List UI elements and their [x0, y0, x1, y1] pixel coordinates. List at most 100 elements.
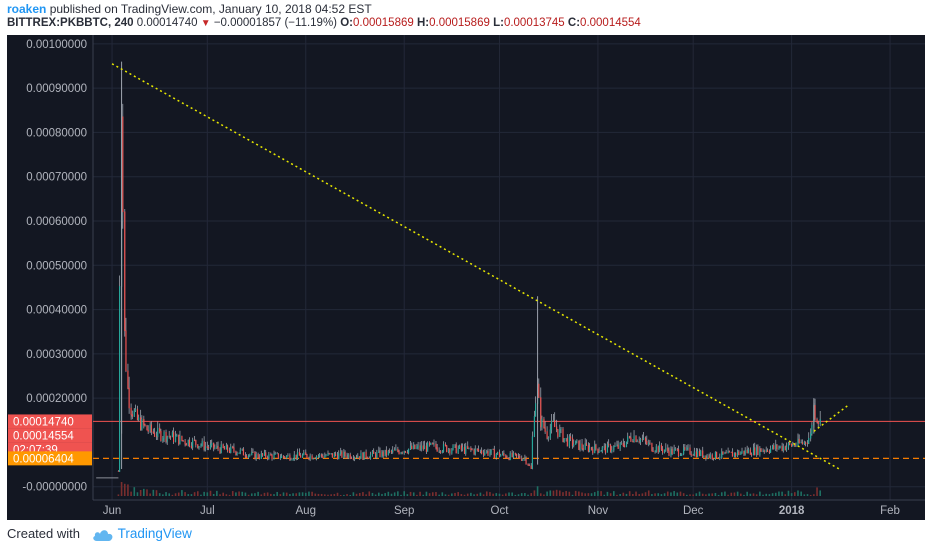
x-tick-label: Sep — [394, 505, 414, 517]
volume-bar — [365, 494, 367, 496]
volume-bar — [530, 493, 533, 496]
tradingview-logo-text[interactable]: TradingView — [117, 526, 192, 541]
volume-bar — [686, 494, 688, 496]
volume-bar — [695, 493, 698, 496]
volume-bar — [422, 494, 425, 496]
volume-bar — [168, 493, 171, 496]
y-tick-label: 0.00060000 — [26, 216, 87, 228]
volume-bar — [508, 492, 510, 496]
volume-bar — [749, 493, 752, 496]
volume-bar — [708, 493, 710, 496]
volume-bar — [336, 492, 339, 496]
close-price-label: 0.00014554 — [13, 430, 74, 442]
volume-bar — [549, 490, 552, 496]
volume-bar — [330, 494, 332, 496]
volume-bar — [381, 493, 383, 496]
volume-bar — [444, 494, 447, 496]
volume-bar — [222, 492, 224, 496]
open-value: 0.00015869 — [353, 17, 414, 29]
publish-info: roaken published on TradingView.com, Jan… — [7, 2, 372, 16]
volume-bar — [393, 492, 396, 496]
volume-bar — [304, 492, 307, 496]
volume-bar — [397, 491, 399, 496]
volume-bar — [308, 491, 310, 496]
volume-bar — [339, 494, 342, 496]
volume-bar — [498, 493, 501, 496]
volume-bar — [517, 494, 520, 496]
volume-bar — [806, 494, 809, 496]
volume-bar — [266, 492, 269, 496]
y-tick-label: 0.00080000 — [26, 127, 87, 139]
volume-bar — [162, 494, 164, 496]
volume-bar — [390, 493, 393, 496]
volume-bar — [225, 494, 228, 496]
volume-bar — [616, 494, 618, 496]
volume-bar — [790, 493, 793, 496]
volume-bar — [568, 491, 571, 496]
volume-bar — [597, 490, 599, 496]
volume-bar — [555, 489, 558, 496]
volume-bar — [206, 492, 209, 496]
volume-bar — [819, 490, 822, 496]
y-tick-label: 0.00040000 — [26, 305, 87, 317]
volume-bar — [533, 490, 536, 496]
volume-bar — [346, 494, 348, 496]
volume-bar — [495, 493, 498, 496]
volume-bar — [120, 482, 123, 496]
volume-bar — [216, 490, 218, 496]
volume-bar — [314, 493, 317, 496]
volume-bar — [654, 493, 656, 496]
volume-bar — [733, 492, 736, 496]
volume-bar — [711, 493, 714, 496]
volume-bar — [501, 494, 504, 496]
volume-bar — [600, 491, 602, 496]
volume-bar — [552, 490, 555, 496]
volume-bar — [171, 494, 174, 496]
volume-bar — [638, 494, 640, 496]
volume-bar — [149, 493, 151, 496]
volume-bar — [228, 494, 231, 496]
volume-bar — [273, 494, 275, 496]
volume-bar — [740, 493, 742, 496]
volume-bar — [212, 493, 215, 496]
x-tick-label: Aug — [296, 505, 316, 517]
footer: Created with TradingView — [7, 526, 192, 542]
volume-bar — [324, 494, 326, 496]
volume-bar — [524, 493, 526, 496]
price-chart[interactable]: 0.00100000 0.00090000 0.00080000 0.00070000… — [7, 35, 925, 520]
volume-bar — [247, 494, 250, 496]
volume-bar — [349, 494, 352, 496]
volume-bar — [787, 490, 790, 496]
volume-bar — [285, 492, 288, 496]
volume-bar — [260, 494, 263, 496]
volume-bar — [117, 494, 120, 496]
volume-bar — [190, 494, 193, 496]
volume-bar — [155, 490, 158, 496]
volume-bar — [473, 494, 475, 496]
volume-bar — [378, 492, 380, 496]
chart-panel[interactable]: 0.00100000 0.00090000 0.00080000 0.00070000… — [7, 35, 925, 520]
volume-bar — [800, 491, 802, 496]
volume-bar — [441, 492, 444, 496]
volume-bar — [241, 491, 244, 496]
volume-bar — [574, 490, 577, 496]
high-label: H: — [416, 17, 430, 29]
volume-bar — [127, 484, 129, 496]
volume-bar — [603, 494, 606, 496]
volume-bar — [295, 493, 298, 496]
volume-bar — [466, 493, 469, 496]
volume-bar — [177, 492, 180, 496]
price-change: −0.00001857 (−11.19%) — [213, 17, 338, 29]
volume-bar — [698, 491, 701, 496]
volume-bar — [263, 492, 266, 496]
volume-bar — [632, 493, 634, 496]
volume-bar — [257, 491, 259, 496]
volume-bar — [641, 493, 644, 496]
author-link[interactable]: roaken — [7, 2, 47, 16]
volume-bar — [200, 494, 202, 496]
volume-bar — [565, 490, 567, 496]
volume-bar — [123, 483, 126, 496]
low-label: L: — [493, 17, 504, 29]
volume-bar — [736, 491, 739, 496]
volume-bar — [778, 491, 780, 496]
